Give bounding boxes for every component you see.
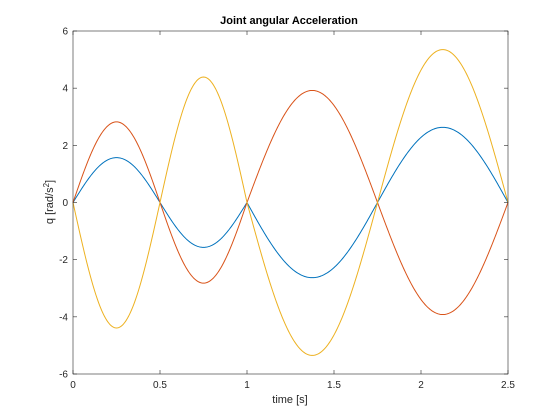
y-tick-label: -2 [59,255,68,266]
y-axis-label-suffix: ] [44,180,56,183]
series-line-3 [72,49,509,356]
y-axis-label: q [rad/s2] [42,180,56,224]
x-tick-label: 0.5 [153,380,167,391]
x-tick-label: 2 [418,380,424,391]
x-axis: 0 0.5 1 1.5 2 2.5 [70,31,515,391]
y-tick-label: 4 [62,84,68,95]
y-axis: -6 -4 -2 0 2 4 6 [59,27,508,381]
y-tick-label: -4 [59,312,68,323]
plot-area [72,49,509,356]
y-tick-label: 2 [62,141,68,152]
y-tick-label: 6 [62,27,68,38]
axes-frame [72,30,509,375]
y-axis-label-main: q [rad/s [44,187,56,224]
series-line-2 [72,89,509,316]
chart-title: Joint angular Acceleration [220,15,358,27]
x-tick-label: 1.5 [327,380,341,391]
x-axis-label: time [s] [272,394,307,406]
x-tick-label: 1 [244,380,250,391]
series-line-1 [72,126,509,279]
x-tick-label: 0 [70,380,76,391]
y-axis-label-superscript: 2 [42,182,51,187]
y-tick-label: -6 [59,370,68,381]
y-tick-label: 0 [62,198,68,209]
x-tick-label: 2.5 [501,380,515,391]
